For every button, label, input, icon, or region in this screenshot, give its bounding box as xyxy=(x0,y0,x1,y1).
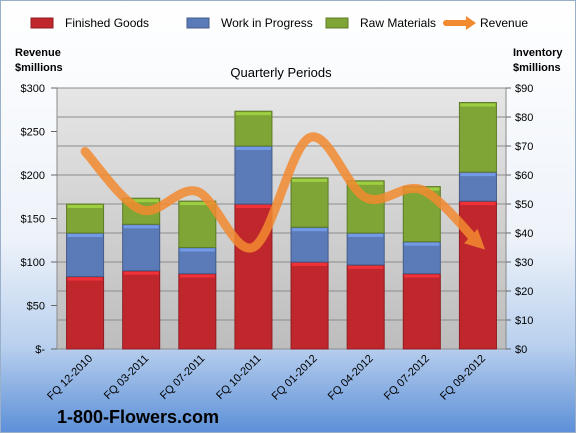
left-tick-label: $200 xyxy=(21,170,45,182)
bar-segment xyxy=(234,145,273,205)
revenue-line xyxy=(80,132,486,253)
bar-segment xyxy=(402,241,441,275)
bar-segment-highlight xyxy=(123,225,159,229)
bar-segment xyxy=(290,261,329,350)
bar-segment-highlight xyxy=(67,234,103,237)
legend-swatch xyxy=(186,17,210,29)
legend-label: Revenue xyxy=(480,16,528,30)
bar-segment-highlight xyxy=(235,147,271,150)
bar-segment xyxy=(122,270,161,350)
right-tick-label: $0 xyxy=(515,344,527,356)
left-tick-label: $300 xyxy=(21,83,45,95)
left-axis-title-line1: Revenue xyxy=(15,47,61,59)
bar-segment xyxy=(122,223,161,272)
right-tick-label: $50 xyxy=(515,199,533,211)
bars xyxy=(66,102,497,350)
revenue-line-path xyxy=(80,132,486,253)
bar-segment xyxy=(66,203,105,234)
bar-segment-highlight xyxy=(179,202,215,206)
left-axis-title-line2: $millions xyxy=(15,62,63,74)
bar-segment-highlight xyxy=(348,181,384,185)
bar-segment-highlight xyxy=(460,103,496,107)
left-tick-label: $250 xyxy=(21,127,45,139)
bar-segment xyxy=(66,276,105,350)
right-tick-label: $40 xyxy=(515,228,533,240)
bar-segment-highlight xyxy=(348,265,384,269)
right-tick-label: $30 xyxy=(515,257,533,269)
bar-segment-highlight xyxy=(179,274,215,278)
left-tick-label: $150 xyxy=(21,214,45,226)
bar-segment-highlight xyxy=(67,205,103,208)
legend-label: Finished Goods xyxy=(65,16,149,30)
bar-segment-highlight xyxy=(235,205,271,208)
bar-segment xyxy=(290,226,329,263)
right-tick-label: $20 xyxy=(515,286,533,298)
legend-label: Work in Progress xyxy=(221,16,313,30)
bar-segment-highlight xyxy=(67,277,103,281)
bar-segment-highlight xyxy=(292,178,328,182)
bar-segment-highlight xyxy=(292,228,328,232)
bar-segment xyxy=(178,273,217,350)
legend-swatch xyxy=(325,17,349,29)
bar-segment-highlight xyxy=(404,242,440,246)
right-tick-label: $60 xyxy=(515,170,533,182)
legend-swatch xyxy=(30,17,54,29)
bar-segment-highlight xyxy=(404,274,440,278)
bar-segment xyxy=(178,247,217,275)
bar-segment xyxy=(402,273,441,350)
bar-segment-highlight xyxy=(460,202,496,206)
bar-segment-highlight xyxy=(123,271,159,275)
right-tick-label: $70 xyxy=(515,141,533,153)
left-axis-ticks: $- $50 $100 $150 $200 $250 $300 xyxy=(21,83,57,356)
right-tick-label: $10 xyxy=(515,315,533,327)
right-axis-ticks: $0 $10 $20 $30 $40 $50 $60 $70 $80 $90 xyxy=(506,83,533,356)
right-axis-title-line1: Inventory xyxy=(513,47,563,59)
legend-label: Raw Materials xyxy=(360,16,436,30)
bar-segment-highlight xyxy=(460,173,496,177)
left-tick-label: $- xyxy=(35,344,45,356)
plot-title: Quarterly Periods xyxy=(230,65,332,80)
left-tick-label: $50 xyxy=(27,301,45,313)
right-tick-label: $90 xyxy=(515,83,533,95)
bar-segment-highlight xyxy=(348,234,384,237)
bar-segment xyxy=(458,171,497,202)
right-axis-title-line2: $millions xyxy=(513,62,561,74)
brand-text: 1-800-Flowers.com xyxy=(57,407,219,427)
legend: Finished Goods Work in Progress Raw Materi… xyxy=(30,16,528,30)
bar-segment-highlight xyxy=(179,248,215,252)
bar-segment xyxy=(346,264,385,350)
bar-segment xyxy=(234,110,273,147)
bar-segment-highlight xyxy=(235,112,271,116)
bar-segment xyxy=(66,232,105,277)
legend-arrow xyxy=(466,16,476,30)
bar-segment-highlight xyxy=(123,199,159,203)
bar-segment-highlight xyxy=(292,263,328,266)
bar-segment xyxy=(458,102,497,173)
bar-segment xyxy=(346,232,385,266)
left-tick-label: $100 xyxy=(21,257,45,269)
right-tick-label: $80 xyxy=(515,112,533,124)
bar-segment xyxy=(290,177,329,228)
